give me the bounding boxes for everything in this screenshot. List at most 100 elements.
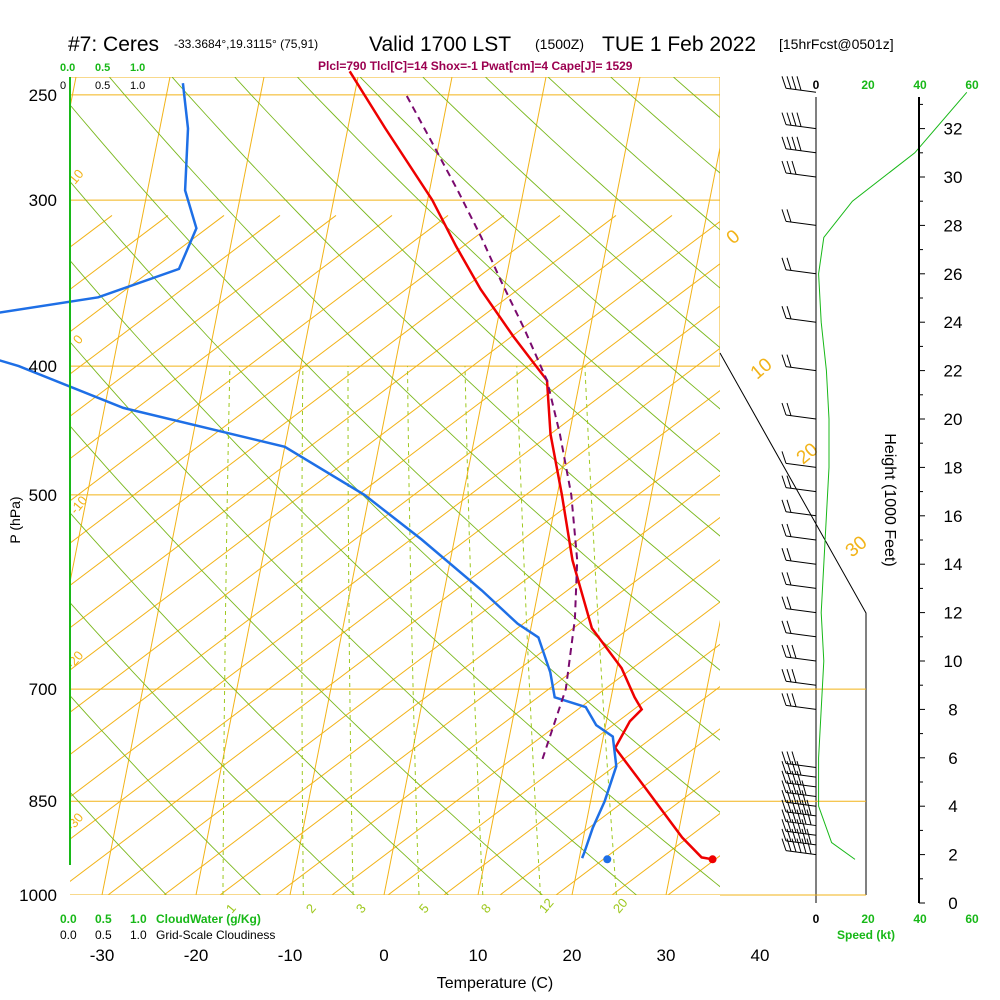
- mixing-ratio-line: [407, 366, 420, 895]
- pressure-tick-label: 300: [29, 191, 57, 210]
- wind-barb: [781, 693, 817, 710]
- chart-background-lines: [70, 0, 1000, 895]
- top-scale-black: 0 0.5 1.0: [60, 80, 145, 92]
- isotherm-line: [760, 0, 944, 895]
- temperature-tick-label: 10: [469, 946, 488, 965]
- speed-tick-label: 40: [913, 78, 927, 92]
- wind-barb: [781, 499, 817, 517]
- grid-diagonal-line: [331, 601, 720, 895]
- wind-barb: [781, 402, 817, 420]
- cloudwater-scale-1: 0.5: [95, 912, 112, 926]
- wind-barb: [781, 257, 817, 275]
- height-tick-label: 26: [944, 265, 963, 284]
- isotherm-label: 0: [723, 226, 745, 249]
- sounding-series: [0, 70, 717, 864]
- parcel-profile-line: [405, 94, 579, 760]
- pressure-tick-label: 250: [29, 86, 57, 105]
- cloudwater-scale-2: 1.0: [130, 912, 147, 926]
- mixing-ratio-line: [222, 366, 231, 895]
- grid-diagonal-line: [70, 215, 561, 587]
- isotherm-line: [571, 145, 720, 895]
- temperature-tick-label: 20: [563, 946, 582, 965]
- height-tick-label: 22: [944, 362, 963, 381]
- isotherm-line: [477, 77, 641, 895]
- pressure-axis-title: P (hPa): [7, 496, 23, 543]
- height-tick-label: 32: [944, 120, 963, 139]
- height-tick-label: 6: [948, 749, 957, 768]
- mixing-ratio-line: [301, 366, 304, 895]
- top-scale-green: 0.0 0.5 1.0: [60, 62, 145, 74]
- grid-diagonal-line: [443, 685, 720, 895]
- wind-barb: [781, 620, 817, 638]
- height-tick-label: 10: [944, 652, 963, 671]
- wind-barb: [781, 770, 817, 788]
- grid-diagonal-line: [275, 559, 720, 895]
- isotherm-label: 30: [842, 532, 872, 562]
- grid-diagonal-line: [70, 220, 720, 713]
- isotherm-line: [854, 0, 1000, 895]
- grid-diagonal-line: [499, 728, 720, 895]
- height-tick-label: 20: [944, 410, 963, 429]
- top-scale-black-0: 0: [60, 80, 66, 92]
- isotherm-line: [665, 619, 720, 895]
- isotherm-line: [70, 77, 77, 110]
- dry-adiabat-line: [234, 77, 720, 537]
- isotherm-line: [101, 77, 265, 895]
- grid-diagonal-line: [70, 347, 720, 840]
- height-tick-label: 18: [944, 458, 963, 477]
- dry-adiabat-line: [70, 180, 720, 813]
- temperature-tick-label: 0: [379, 946, 388, 965]
- pressure-tick-label: 400: [29, 357, 57, 376]
- height-tick-label: 2: [948, 846, 957, 865]
- speed-tick-label: 0: [813, 78, 820, 92]
- wind-barb: [781, 838, 817, 856]
- isotherm-line: [70, 77, 171, 585]
- grid-diagonal-line: [70, 215, 337, 417]
- speed-axis-title: Speed (kt): [837, 928, 895, 942]
- grid-diagonal-line: [555, 770, 720, 895]
- grid-diagonal-line: [107, 432, 720, 895]
- dry-adiabat-line: [70, 259, 720, 888]
- dewpoint-profile-line: [0, 83, 618, 859]
- top-scale-black-1: 0.5: [95, 80, 110, 92]
- wind-barb: [781, 451, 817, 468]
- wind-barb: [781, 354, 817, 372]
- wind-barb: [781, 112, 817, 130]
- station-name: #7: Ceres: [68, 33, 159, 56]
- wind-barb: [781, 572, 817, 589]
- temperature-surface-marker: [708, 855, 717, 864]
- pressure-tick-label: 1000: [19, 886, 57, 905]
- wind-barb: [781, 475, 817, 493]
- mixing-ratio-line: [464, 366, 484, 895]
- dry-adiabat-line: [672, 77, 720, 119]
- temperature-tick-labels: -30 -20 -10 0 10 20 30 40: [90, 946, 770, 965]
- wind-speed-profile-line: [818, 91, 968, 860]
- dry-adiabat-line: [70, 341, 638, 895]
- dry-adiabat-line: [422, 77, 720, 349]
- top-scale-green-2: 1.0: [130, 62, 145, 74]
- isotherm-label: -30: [63, 810, 87, 834]
- grid-diagonal-line: [70, 389, 720, 883]
- pressure-tick-labels: 250 300 400 500 700 850 1000: [19, 86, 57, 905]
- dry-adiabat-line: [70, 104, 720, 741]
- cloudwater-scale-0: 0.0: [60, 912, 77, 926]
- grid-diagonal-line: [163, 474, 720, 895]
- mixing-ratio-label: 3: [353, 901, 369, 916]
- dry-adiabat-line: [484, 77, 720, 289]
- temperature-tick-label: 40: [751, 946, 770, 965]
- mixing-ratio-line: [347, 366, 354, 895]
- isotherm-label: 10: [66, 166, 87, 187]
- wind-barb: [781, 809, 817, 827]
- mixing-ratio-labels: 1 2 3 5 8 12 20: [223, 895, 631, 916]
- height-tick-label: 4: [948, 797, 957, 816]
- grid-diagonal-line: [70, 215, 393, 460]
- dry-adiabat-line: [547, 77, 720, 231]
- grid-diagonal-line: [70, 263, 720, 756]
- grid-diagonal-line: [70, 215, 449, 502]
- mixing-ratio-label: 20: [610, 895, 631, 916]
- speed-tick-label: 60: [965, 912, 979, 926]
- grid-diagonal-line: [387, 643, 720, 895]
